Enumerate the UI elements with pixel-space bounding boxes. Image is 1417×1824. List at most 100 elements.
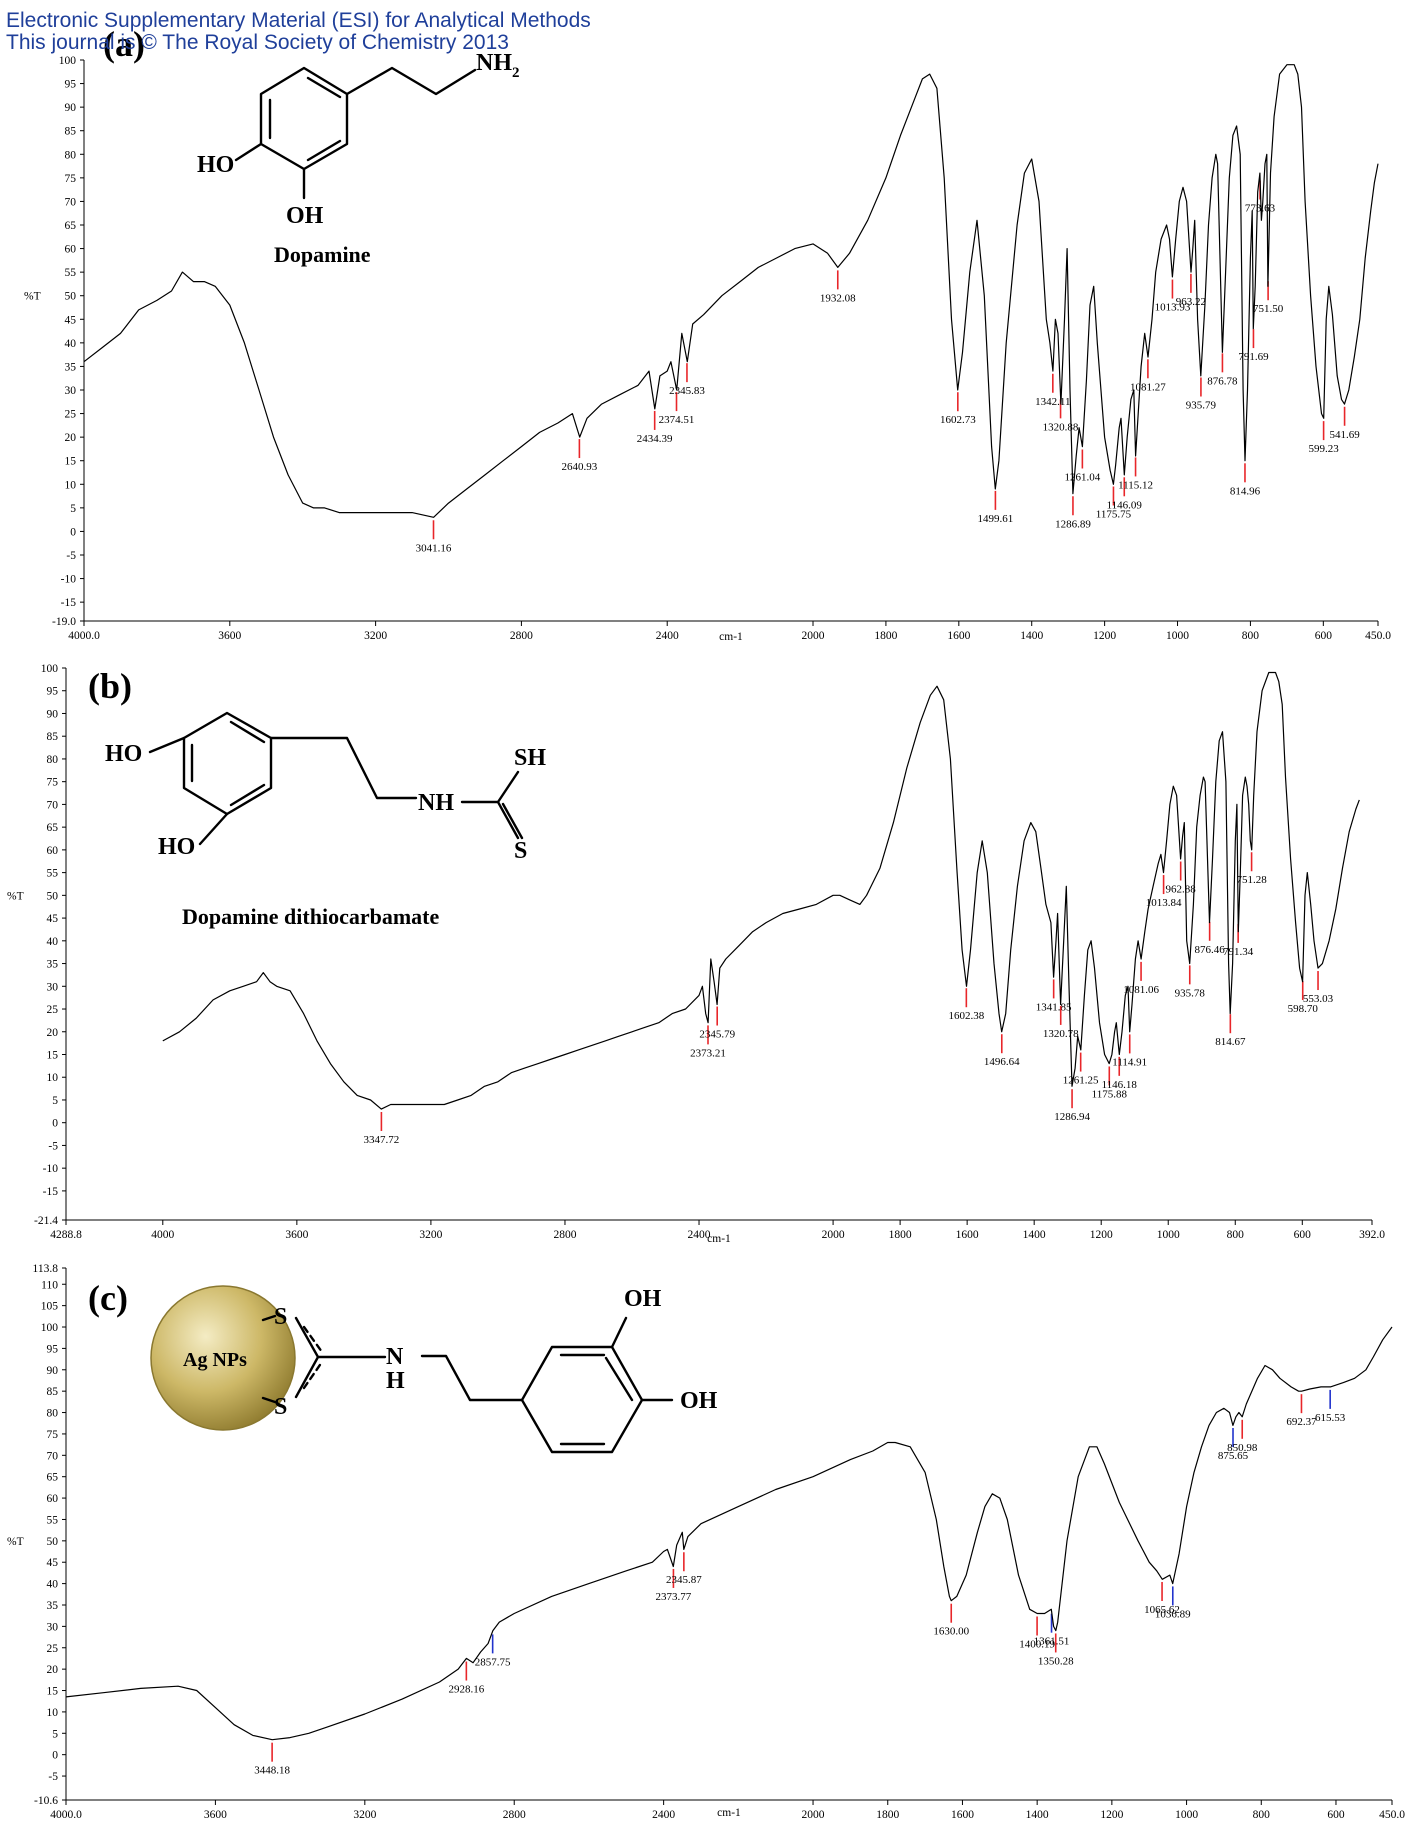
y-tick-label: 0: [52, 1750, 58, 1762]
y-tick-label: 60: [47, 1493, 59, 1505]
y-tick-label: 50: [65, 291, 77, 303]
oh-bonds-a: [236, 144, 304, 198]
sh-label-b: SH: [514, 745, 546, 771]
y-tick-label: -15: [43, 1186, 59, 1198]
peak-label: 751.28: [1236, 874, 1267, 886]
peak-label: 3041.16: [416, 542, 452, 554]
ho-label-a: HO: [197, 152, 234, 178]
x-tick-label: 1000: [1166, 630, 1189, 642]
x-tick-label: 2000: [802, 1809, 825, 1821]
y-tick-label: 100: [41, 1322, 59, 1334]
peak-label: 1261.25: [1063, 1075, 1099, 1087]
panel-b: 1009590858075706560555045403530252015105…: [7, 663, 1385, 1245]
peak-label: 2345.83: [669, 385, 705, 397]
x-tick-label: 392.0: [1359, 1229, 1385, 1241]
y-tick-label: 55: [47, 868, 59, 880]
peak-label: 553.03: [1303, 993, 1334, 1005]
y-tick-label: 50: [47, 1536, 59, 1548]
y-tick-label: 60: [65, 244, 77, 256]
y-tick-label: -5: [48, 1771, 58, 1783]
y-tick-label: 100: [59, 55, 77, 67]
y-tick-label: 100: [41, 663, 59, 675]
x-tick-label: 2800: [553, 1229, 576, 1241]
y-tick-label: -10: [61, 574, 77, 586]
y-tick-label: 95: [65, 79, 77, 91]
y-tick-label: -21.4: [34, 1215, 58, 1227]
peak-label: 1146.18: [1102, 1079, 1138, 1091]
peak-label: 2345.79: [699, 1029, 735, 1041]
esi-header: Electronic Supplementary Material (ESI) …: [6, 10, 591, 54]
x-tick-label: 1800: [874, 630, 897, 642]
peak-label: 1630.00: [933, 1626, 969, 1638]
y-tick-label: 110: [41, 1279, 58, 1291]
ag-nps-label: Ag NPs: [183, 1349, 247, 1371]
x-tick-label: 3600: [285, 1229, 308, 1241]
panel-label-c: (c): [88, 1278, 128, 1318]
peak-label: 2374.51: [659, 414, 695, 426]
x-tick-label: 3600: [204, 1809, 227, 1821]
x-tick-label: 1400: [1023, 1229, 1046, 1241]
y-tick-label: 45: [47, 1557, 59, 1569]
peak-label: 1932.08: [820, 292, 856, 304]
peak-label: 935.78: [1175, 987, 1206, 999]
side-chain-b: [271, 738, 522, 838]
x-tick-label: 800: [1242, 630, 1260, 642]
y-tick-label: 20: [65, 432, 77, 444]
y-tick-label: 15: [47, 1049, 59, 1061]
header-line-1: Electronic Supplementary Material (ESI) …: [6, 10, 591, 32]
peak-label: 876.78: [1207, 375, 1238, 387]
y-tick-label: -10.6: [34, 1795, 58, 1807]
peak-label: 751.50: [1253, 303, 1284, 315]
n-label-c: N: [386, 1344, 404, 1370]
peak-label: 1286.89: [1055, 518, 1091, 530]
x-tick-label: 2400: [656, 630, 679, 642]
ring-double-bonds-c: [561, 1355, 632, 1444]
structure-ag-nps-conjugate: Ag NPs S S N H OH OH: [151, 1286, 718, 1452]
peaks-c: 3448.182928.162857.752373.772345.871630.…: [254, 1390, 1346, 1777]
y-tick-label: -19.0: [52, 616, 76, 628]
y-tick-label: 10: [47, 1707, 59, 1719]
peak-label: 2640.93: [562, 461, 598, 473]
x-axis-title: cm-1: [717, 1807, 741, 1819]
y-tick-label: 5: [52, 1095, 58, 1107]
y-tick-label: 25: [65, 409, 77, 421]
y-axis-title: %T: [24, 291, 41, 303]
y-tick-label: -10: [43, 1163, 59, 1175]
x-axis-title: cm-1: [719, 631, 743, 643]
y-tick-label: 80: [65, 149, 77, 161]
peak-label: 3347.72: [364, 1134, 400, 1146]
ring-double-bonds-a: [270, 78, 340, 160]
y-tick-label: 35: [47, 1600, 59, 1612]
y-tick-label: 85: [47, 731, 59, 743]
peak-label: 1496.64: [984, 1056, 1020, 1068]
y-tick-label: 10: [65, 479, 77, 491]
peak-label: 1499.61: [978, 513, 1014, 525]
y-tick-label: 65: [65, 220, 77, 232]
y-tick-label: 75: [47, 1429, 59, 1441]
s-label-c-2: S: [274, 1394, 287, 1420]
y-tick-label: 90: [47, 1365, 59, 1377]
s-label-c-1: S: [274, 1304, 287, 1330]
x-tick-label: 2400: [652, 1809, 675, 1821]
peak-label: 1036.89: [1155, 1608, 1191, 1620]
ho-label-b-1: HO: [105, 741, 142, 767]
x-tick-label: 1400: [1020, 630, 1043, 642]
header-line-2: This journal is © The Royal Society of C…: [6, 32, 591, 54]
y-tick-label: 85: [47, 1386, 59, 1398]
x-tick-label: 3600: [218, 630, 241, 642]
y-tick-label: 45: [47, 913, 59, 925]
y-tick-label: 5: [70, 503, 76, 515]
y-tick-label: 10: [47, 1072, 59, 1084]
x-tick-label: 2000: [802, 630, 825, 642]
h-label-c: H: [386, 1368, 405, 1394]
y-tick-label: 5: [52, 1728, 58, 1740]
peak-label: 1361.51: [1034, 1636, 1070, 1648]
linker-c: [422, 1356, 522, 1400]
x-tick-label: 4000.0: [50, 1809, 82, 1821]
peak-label: 692.37: [1286, 1416, 1317, 1428]
oh-label-c-2: OH: [680, 1388, 718, 1414]
peak-label: 1286.94: [1054, 1111, 1090, 1123]
x-tick-label: 600: [1315, 630, 1333, 642]
peak-label: 814.96: [1230, 485, 1261, 497]
y-tick-label: 30: [47, 1621, 59, 1633]
